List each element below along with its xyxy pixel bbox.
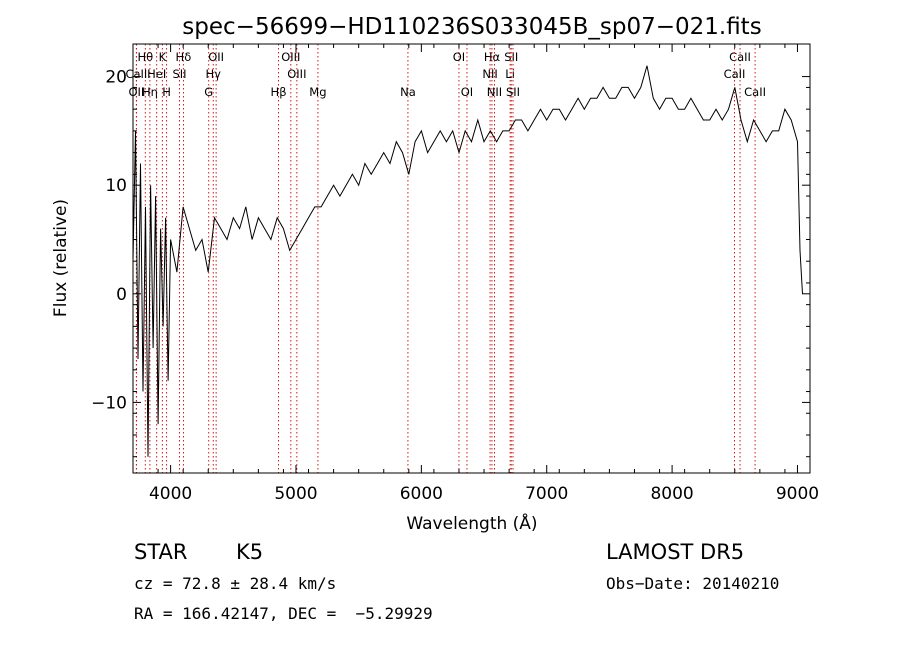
observation-date: Obs−Date: 20140210 [606, 574, 780, 593]
y-tick-label: 10 [105, 176, 127, 196]
emission-line-label: SII [172, 67, 186, 81]
object-subclass: K5 [236, 540, 264, 564]
emission-line-label: CaII [744, 85, 766, 99]
emission-line-label: Hθ [137, 50, 153, 64]
emission-line-label: CaII [125, 67, 147, 81]
survey-name: LAMOST DR5 [606, 540, 745, 564]
object-class: STAR [134, 540, 188, 564]
emission-line-label: Li [505, 67, 515, 81]
x-tick-label: 5000 [274, 484, 317, 504]
emission-line-label: G [204, 85, 213, 99]
y-tick-label: 0 [116, 285, 127, 305]
emission-line-label: CaII [729, 50, 751, 64]
emission-line-label: Na [400, 85, 416, 99]
coordinates: RA = 166.42147, DEC = −5.29929 [134, 604, 433, 623]
emission-line-label: Hδ [176, 50, 192, 64]
emission-line-label: HeI [147, 67, 166, 81]
x-tick-label: 4000 [149, 484, 192, 504]
emission-line-label: SII [504, 50, 518, 64]
emission-line-label: SII [506, 85, 520, 99]
plot-frame [132, 43, 811, 474]
redshift-velocity: cz = 72.8 ± 28.4 km/s [134, 574, 337, 593]
spectrum-series-line [132, 65, 803, 457]
emission-line-label: NII [487, 85, 502, 99]
emission-line-label: OI [453, 50, 465, 64]
emission-line-label: OIII [287, 67, 306, 81]
emission-line-label: NII [482, 67, 497, 81]
y-tick-label: −10 [91, 393, 127, 413]
emission-line-label: CaII [724, 67, 746, 81]
chart-title: spec−56699−HD110236S033045B_sp07−021.fit… [182, 14, 761, 40]
x-tick-label: 7000 [525, 484, 568, 504]
emission-line-label: Hβ [271, 85, 287, 99]
emission-line-label: OII [128, 85, 144, 99]
emission-line-label: Hα [484, 50, 501, 64]
emission-line-label: Hη [142, 85, 158, 99]
emission-line-label: Hγ [206, 67, 222, 81]
emission-line-label: Mg [309, 85, 326, 99]
emission-line-label: OI [461, 85, 473, 99]
x-tick-label: 6000 [400, 484, 443, 504]
emission-line-label: OIII [281, 50, 300, 64]
emission-line-label: H [162, 85, 171, 99]
x-tick-label: 8000 [650, 484, 693, 504]
emission-line-label: K [159, 50, 167, 64]
y-axis-label: Flux (relative) [51, 199, 71, 317]
x-axis-label: Wavelength (Å) [406, 512, 537, 534]
y-tick-label: 20 [105, 68, 127, 88]
emission-line-label: OII [208, 50, 224, 64]
x-tick-label: 9000 [776, 484, 819, 504]
